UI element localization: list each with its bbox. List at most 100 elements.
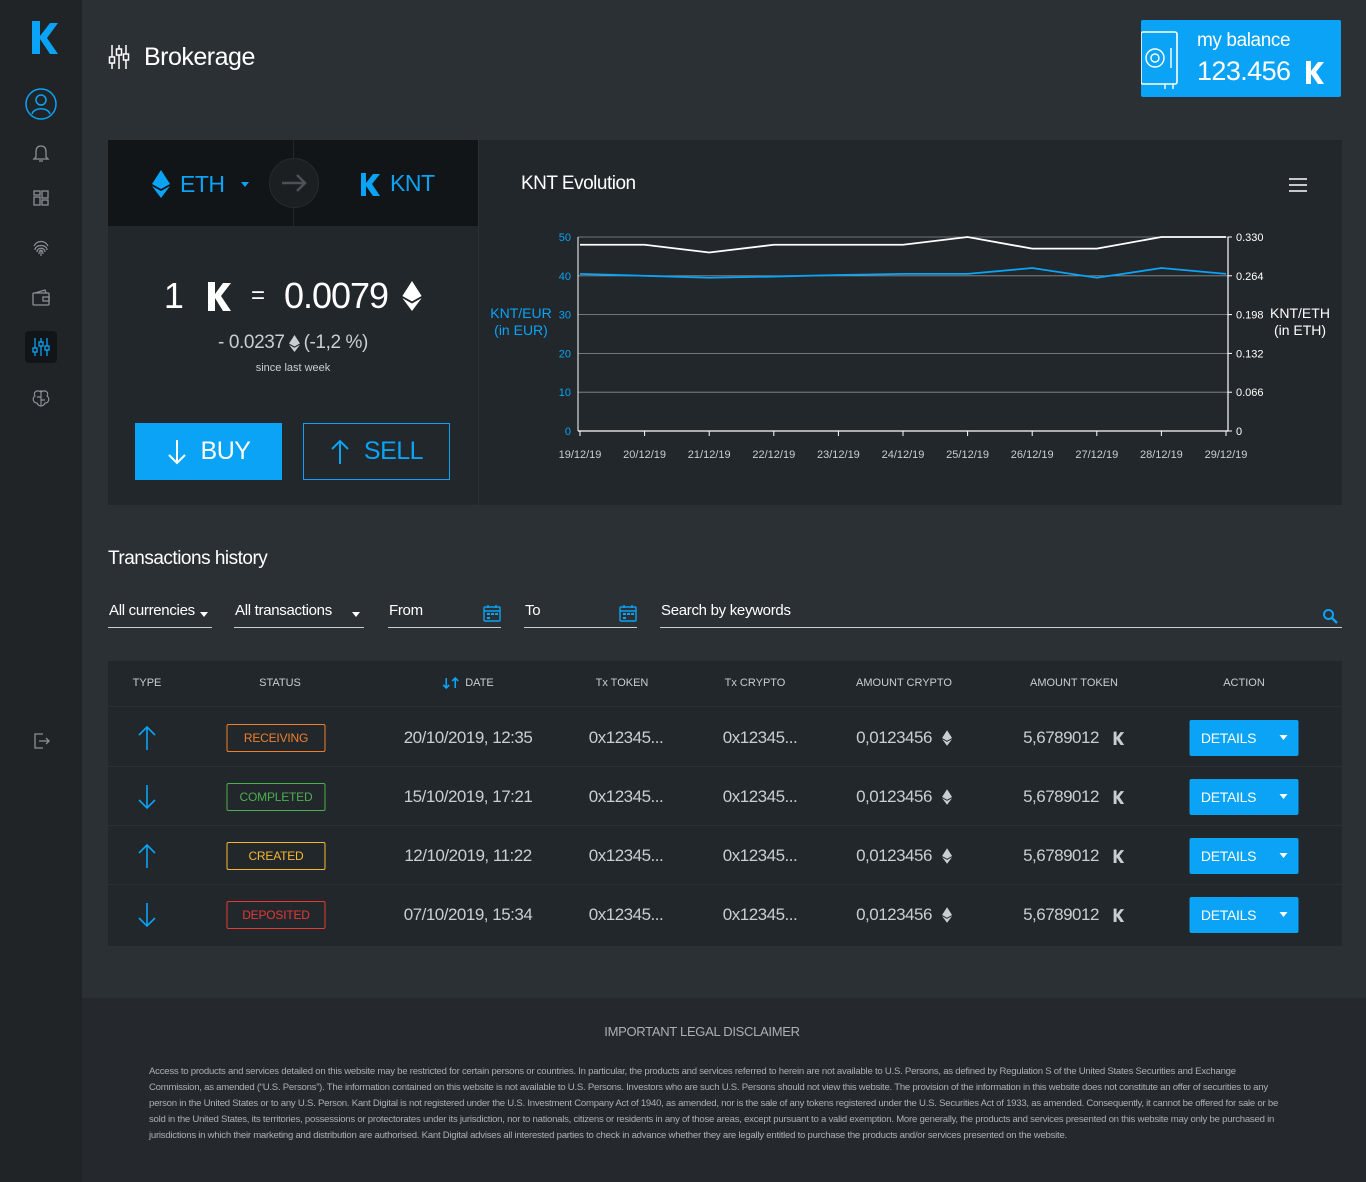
amount-token-value: 5,6789012	[1023, 727, 1099, 747]
column-header-amount-crypto[interactable]: AMOUNT CRYPTO	[856, 677, 952, 689]
from-date-field[interactable]: From	[388, 600, 501, 628]
from-currency-select[interactable]: ETH	[152, 170, 249, 198]
chevron-down-icon[interactable]	[1268, 794, 1299, 799]
x-tick-label: 19/12/19	[559, 449, 602, 461]
change-value: - 0.0237	[218, 332, 285, 353]
eth-icon	[941, 788, 952, 805]
calendar-icon[interactable]	[619, 604, 637, 622]
search-placeholder: Search by keywords	[661, 602, 791, 619]
arrow-down-icon	[167, 439, 186, 464]
series-line-knt-eur	[579, 267, 1227, 279]
chevron-down-icon	[352, 612, 360, 617]
kant-token-icon	[1108, 731, 1125, 745]
swap-button[interactable]	[269, 158, 319, 208]
kant-token-icon	[1298, 60, 1325, 84]
type-filter[interactable]: All transactions	[234, 600, 364, 628]
status-cell: COMPLETED	[226, 767, 326, 826]
balance-amount: 123.456	[1197, 56, 1291, 86]
calendar-icon[interactable]	[483, 604, 501, 622]
table-row[interactable]: RECEIVING 20/10/2019, 12:35 0x12345... 0x12…	[108, 708, 1342, 767]
tx-token-cell[interactable]: 0x12345...	[588, 904, 664, 924]
column-header-tx-token[interactable]: Tx TOKEN	[595, 677, 649, 689]
type-cell	[137, 826, 157, 885]
sell-button[interactable]: SELL	[303, 423, 450, 480]
amount-token-cell: 5,6789012	[1023, 767, 1125, 826]
table-row[interactable]: DEPOSITED 07/10/2019, 15:34 0x12345... 0x12…	[108, 885, 1342, 944]
x-tick-label: 26/12/19	[1011, 449, 1054, 461]
tx-crypto-cell[interactable]: 0x12345...	[722, 727, 798, 747]
x-tick-label: 20/12/19	[623, 449, 666, 461]
tx-token-cell[interactable]: 0x12345...	[588, 727, 664, 747]
status-badge: COMPLETED	[226, 782, 326, 811]
details-button[interactable]: DETAILS	[1189, 719, 1299, 756]
profile-icon[interactable]	[25, 88, 57, 120]
date-cell: 07/10/2019, 15:34	[403, 904, 533, 924]
x-tick-label: 22/12/19	[752, 449, 795, 461]
rate-change: - 0.0237 (-1,2 %)	[108, 332, 478, 354]
balance-card[interactable]: my balance 123.456	[1141, 20, 1341, 97]
chevron-down-icon[interactable]	[1268, 912, 1299, 917]
from-date-label: From	[389, 602, 423, 619]
y-tick-label-left: 0	[565, 426, 571, 438]
brain-icon[interactable]	[25, 382, 57, 414]
table-row[interactable]: CREATED 12/10/2019, 11:22 0x12345... 0x1234…	[108, 826, 1342, 885]
details-button[interactable]: DETAILS	[1189, 778, 1299, 815]
tx-token-cell[interactable]: 0x12345...	[588, 845, 664, 865]
currency-filter[interactable]: All currencies	[108, 600, 212, 628]
details-button[interactable]: DETAILS	[1189, 837, 1299, 874]
tx-crypto-cell[interactable]: 0x12345...	[722, 786, 798, 806]
chevron-down-icon[interactable]	[1268, 853, 1299, 858]
status-badge: RECEIVING	[226, 723, 326, 752]
tx-token-cell[interactable]: 0x12345...	[588, 786, 664, 806]
x-tick-label: 25/12/19	[946, 449, 989, 461]
kant-logo-icon[interactable]	[20, 20, 58, 54]
amount-token-value: 5,6789012	[1023, 845, 1099, 865]
type-cell	[137, 885, 157, 944]
table-header: TYPE STATUS DATE Tx TOKEN Tx CRYPTO AMOU…	[108, 661, 1342, 707]
amount-token-cell: 5,6789012	[1023, 826, 1125, 885]
search-input[interactable]: Search by keywords	[660, 600, 1342, 628]
balance-value: 123.456	[1197, 56, 1325, 87]
status-badge: DEPOSITED	[226, 900, 326, 929]
since-label: since last week	[255, 362, 331, 374]
wallet-icon[interactable]	[25, 282, 57, 314]
bell-icon[interactable]	[25, 138, 57, 170]
amount-crypto-cell: 0,0123456	[856, 826, 952, 885]
tx-crypto-cell[interactable]: 0x12345...	[722, 904, 798, 924]
tx-crypto-cell[interactable]: 0x12345...	[722, 845, 798, 865]
column-header-type[interactable]: TYPE	[132, 677, 162, 689]
x-tick-label: 27/12/19	[1075, 449, 1118, 461]
column-header-action: ACTION	[1223, 677, 1265, 689]
buy-button[interactable]: BUY	[135, 423, 282, 480]
logout-icon[interactable]	[25, 725, 57, 757]
details-label: DETAILS	[1200, 906, 1257, 923]
search-icon[interactable]	[1322, 608, 1338, 624]
y-tick-label-right: 0.066	[1236, 387, 1264, 399]
column-header-amount-token[interactable]: AMOUNT TOKEN	[1029, 677, 1119, 689]
footer: IMPORTANT LEGAL DISCLAIMER Access to pro…	[82, 998, 1366, 1182]
fingerprint-icon[interactable]	[25, 232, 57, 264]
column-header-date[interactable]: DATE	[442, 677, 494, 689]
date-cell: 15/10/2019, 17:21	[403, 786, 533, 806]
details-label: DETAILS	[1200, 729, 1257, 746]
to-currency: KNT	[352, 170, 435, 197]
dashboard-icon[interactable]	[25, 182, 57, 214]
amount-crypto-value: 0,0123456	[856, 845, 932, 865]
eth-icon	[941, 729, 952, 746]
kant-token-icon	[352, 172, 380, 196]
brokerage-icon[interactable]	[25, 331, 57, 363]
menu-icon[interactable]	[1289, 178, 1307, 192]
details-button[interactable]: DETAILS	[1189, 896, 1299, 933]
y-tick-label-right: 0.330	[1236, 232, 1264, 244]
column-header-tx-crypto[interactable]: Tx CRYPTO	[724, 677, 786, 689]
table-row[interactable]: COMPLETED 15/10/2019, 17:21 0x12345... 0x12…	[108, 767, 1342, 826]
chevron-down-icon[interactable]	[1268, 735, 1299, 740]
sidebar	[0, 0, 82, 1182]
y-tick-label-left: 20	[559, 348, 571, 360]
status-cell: RECEIVING	[226, 708, 326, 767]
date-cell: 12/10/2019, 11:22	[404, 845, 532, 865]
to-date-field[interactable]: To	[524, 600, 637, 628]
y-axis-label-right: (in ETH)	[1274, 322, 1326, 338]
column-header-status[interactable]: STATUS	[259, 677, 301, 689]
amount-token-cell: 5,6789012	[1023, 708, 1125, 767]
